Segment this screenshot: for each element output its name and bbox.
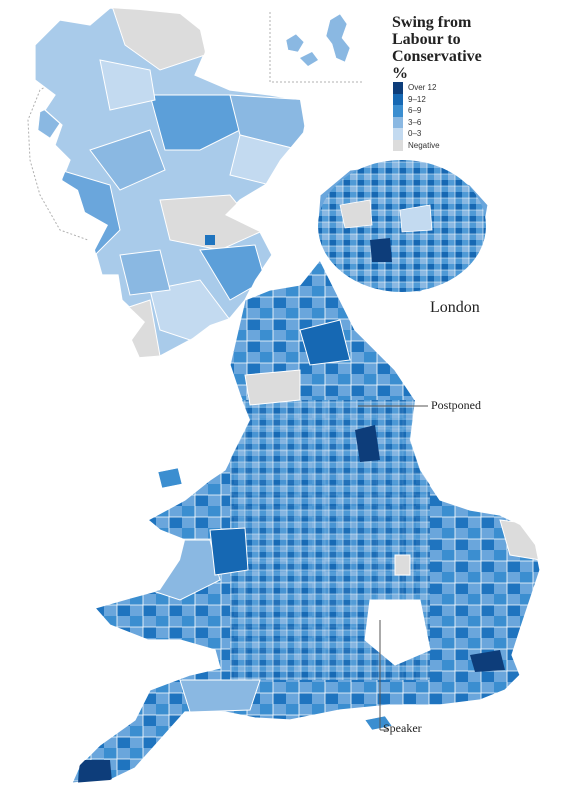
- legend: Over 12 9–12 6–9 3–6 0–3 Negative: [393, 82, 440, 151]
- legend-label: 3–6: [408, 117, 422, 127]
- speaker-label: Speaker: [383, 721, 422, 735]
- postponed-label: Postponed: [431, 398, 482, 412]
- legend-item: 0–3: [393, 128, 440, 140]
- map-title: Swing from Labour to Conservative %: [392, 14, 552, 82]
- legend-item: Negative: [393, 139, 440, 151]
- western-isles-border: [27, 59, 93, 241]
- legend-swatch: [393, 105, 403, 117]
- title-line-1: Swing from: [392, 14, 472, 31]
- scotland: [34, 7, 306, 359]
- title-line-4: %: [392, 65, 408, 82]
- legend-label: Negative: [408, 140, 440, 150]
- legend-item: Over 12: [393, 82, 440, 94]
- legend-swatch: [393, 128, 403, 140]
- england-wales: [71, 258, 541, 784]
- legend-swatch: [393, 82, 403, 94]
- legend-swatch: [393, 93, 403, 105]
- london-inset: [317, 160, 489, 293]
- northern-isles-inset: [269, 12, 362, 83]
- legend-label: 9–12: [408, 94, 426, 104]
- legend-label: Over 12: [408, 83, 437, 93]
- legend-swatch: [393, 139, 403, 151]
- legend-item: 6–9: [393, 105, 440, 117]
- title-line-3: Conservative: [392, 48, 482, 65]
- legend-item: 9–12: [393, 93, 440, 105]
- london-label: London: [430, 299, 480, 316]
- legend-label: 6–9: [408, 106, 422, 116]
- legend-label: 0–3: [408, 129, 422, 139]
- title-line-2: Labour to: [392, 31, 461, 48]
- legend-item: 3–6: [393, 116, 440, 128]
- legend-swatch: [393, 116, 403, 128]
